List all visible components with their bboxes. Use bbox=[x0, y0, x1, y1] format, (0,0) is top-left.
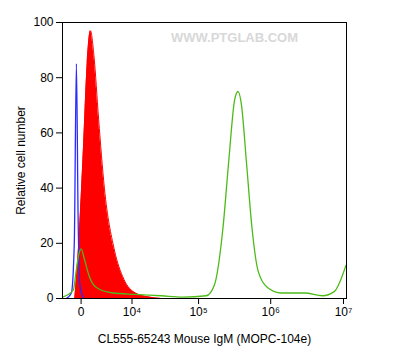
svg-text:10⁷: 10⁷ bbox=[335, 305, 353, 319]
svg-text:10⁴: 10⁴ bbox=[123, 305, 142, 319]
svg-text:60: 60 bbox=[40, 126, 54, 140]
svg-text:0: 0 bbox=[78, 305, 85, 319]
svg-text:100: 100 bbox=[33, 15, 53, 29]
svg-text:80: 80 bbox=[40, 71, 54, 85]
svg-text:20: 20 bbox=[40, 236, 54, 250]
svg-text:WWW.PTGLAB.COM: WWW.PTGLAB.COM bbox=[171, 30, 298, 45]
svg-text:10⁶: 10⁶ bbox=[262, 305, 280, 319]
svg-text:Relative cell number: Relative cell number bbox=[14, 106, 28, 215]
svg-text:0: 0 bbox=[47, 291, 54, 305]
svg-text:CL555-65243 Mouse IgM (MOPC-10: CL555-65243 Mouse IgM (MOPC-104e) bbox=[98, 332, 311, 346]
svg-text:40: 40 bbox=[40, 181, 54, 195]
svg-text:10⁵: 10⁵ bbox=[189, 305, 207, 319]
